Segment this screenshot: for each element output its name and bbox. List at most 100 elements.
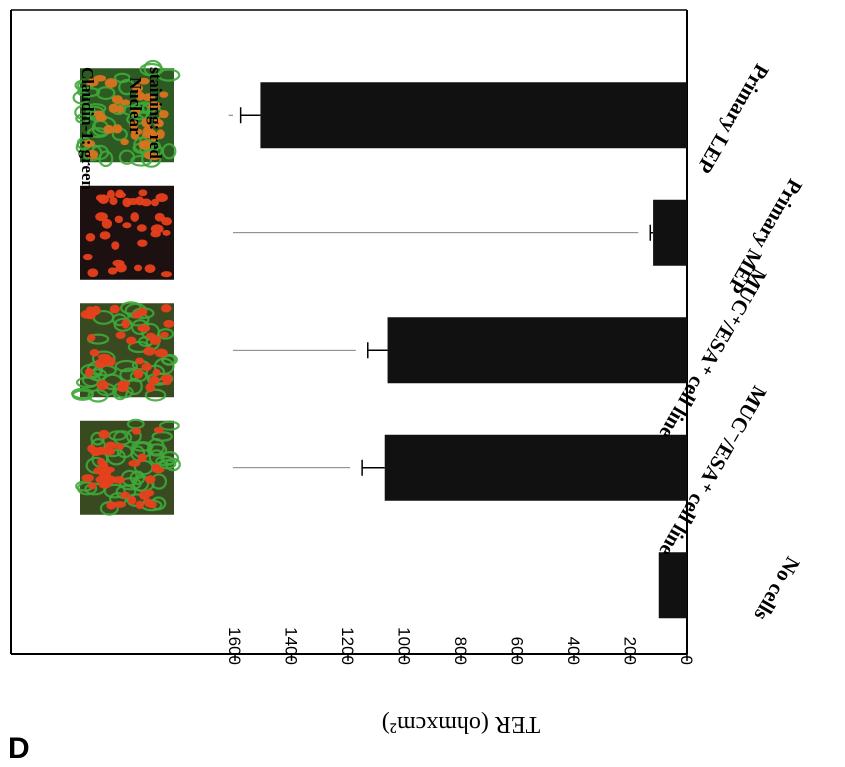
nucleus: [81, 474, 94, 483]
nucleus: [93, 75, 107, 82]
nucleus: [109, 304, 120, 314]
nucleus: [84, 367, 94, 378]
claudin-stain: [114, 359, 138, 373]
bar: [658, 552, 687, 619]
nucleus: [162, 378, 172, 386]
nucleus: [126, 336, 137, 345]
nucleus: [160, 271, 172, 278]
nucleus: [159, 91, 169, 98]
nucleus: [135, 357, 145, 365]
claudin-stain: [161, 143, 177, 160]
nucleus: [144, 489, 155, 497]
nucleus: [87, 482, 97, 490]
staining-image: [71, 301, 178, 403]
nucleus: [155, 193, 168, 203]
staining-image: [80, 185, 174, 280]
claudin-stain: [159, 420, 180, 431]
nucleus: [106, 189, 115, 199]
nucleus: [111, 95, 123, 104]
nucleus: [127, 495, 137, 505]
nucleus: [128, 459, 141, 467]
nucleus: [145, 332, 157, 340]
claudin-stain: [96, 86, 116, 101]
nucleus: [147, 500, 157, 509]
nucleus: [138, 189, 148, 197]
claudin-stain: [129, 470, 146, 486]
nucleus: [112, 124, 123, 134]
nucleus: [158, 110, 169, 119]
nucleus: [85, 233, 96, 242]
nucleus: [91, 305, 101, 316]
nucleus: [129, 120, 139, 130]
nucleus: [133, 368, 144, 379]
nucleus: [104, 78, 118, 88]
staining-image: [75, 418, 181, 516]
stain-legend: Claudin-1: green Nuclear staining: red: [78, 67, 165, 190]
claudin-stain: [160, 450, 180, 466]
nucleus: [144, 264, 156, 273]
nucleus: [95, 212, 108, 222]
staining-image: [72, 59, 181, 168]
nucleus: [87, 333, 96, 342]
nucleus: [163, 319, 175, 328]
nucleus: [145, 475, 156, 484]
nucleus: [109, 197, 118, 206]
claudin-stain: [161, 354, 176, 366]
nucleus: [120, 99, 131, 106]
claudin-stain: [75, 113, 91, 124]
nucleus: [150, 230, 161, 238]
claudin-stain: [85, 105, 105, 120]
nucleus: [137, 307, 148, 317]
nucleus: [131, 427, 142, 435]
legend-line: Nuclear: [126, 77, 145, 135]
nucleus: [138, 77, 150, 85]
nucleus: [133, 264, 143, 272]
nucleus: [156, 129, 165, 140]
nucleus: [80, 309, 94, 319]
bar: [384, 434, 687, 501]
nucleus: [99, 480, 111, 489]
nucleus: [82, 139, 96, 148]
nucleus: [83, 253, 93, 261]
nucleus: [148, 101, 161, 111]
nucleus: [108, 103, 119, 113]
nucleus: [97, 457, 106, 467]
nucleus: [85, 149, 99, 160]
nucleus: [99, 475, 111, 483]
nucleus: [98, 429, 110, 439]
nucleus: [143, 346, 156, 356]
nucleus: [122, 197, 132, 208]
claudin-stain: [130, 445, 146, 462]
claudin-stain: [144, 388, 167, 402]
nucleus: [101, 218, 113, 229]
nucleus: [132, 84, 144, 93]
nucleus: [94, 358, 107, 369]
nucleus: [131, 128, 143, 135]
nucleus: [89, 349, 100, 357]
nucleus: [115, 189, 125, 198]
nucleus: [106, 501, 117, 510]
y-tick-label: 800: [451, 637, 470, 665]
legend-line: Claudin-1: green: [78, 67, 97, 190]
nucleus: [137, 324, 151, 333]
nucleus: [154, 348, 168, 358]
nucleus: [95, 113, 108, 122]
nucleus: [87, 268, 99, 278]
staining-images: [71, 59, 181, 516]
nucleus: [104, 356, 116, 367]
nucleus: [99, 231, 111, 240]
nucleus: [86, 78, 99, 87]
nucleus: [148, 153, 161, 161]
y-tick-label: 1200: [338, 627, 357, 665]
nucleus: [114, 215, 123, 224]
nucleus: [142, 126, 154, 136]
nucleus: [115, 331, 126, 339]
nucleus: [141, 117, 152, 128]
nucleus: [162, 229, 171, 236]
category-label: Primary LEP: [692, 60, 774, 178]
nucleus: [114, 443, 125, 450]
nucleus: [105, 441, 117, 450]
nucleus: [141, 362, 152, 372]
nucleus: [135, 500, 144, 510]
nucleus: [131, 107, 141, 116]
